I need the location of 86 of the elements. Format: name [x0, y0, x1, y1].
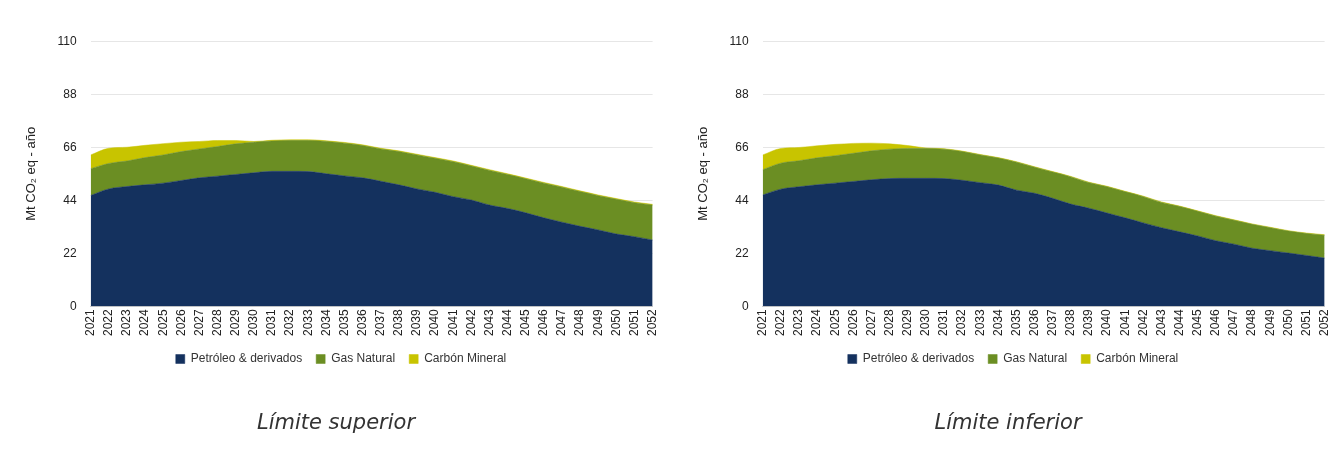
x-tick-label: 2025 [827, 308, 842, 337]
x-tick-label: 2044 [499, 308, 514, 337]
legend-label: Petróleo & derivados [190, 351, 303, 366]
legend-label: Carbón Mineral [424, 351, 507, 366]
text: Límite inferior [933, 410, 1084, 434]
x-tick-label: 2042 [1135, 308, 1150, 337]
x-tick-label: 2051 [626, 308, 641, 337]
x-tick-label: 2045 [518, 308, 533, 337]
x-tick-label: 2026 [845, 308, 860, 337]
x-tick-label: 2036 [1026, 308, 1041, 337]
x-tick-label: 2030 [246, 308, 261, 337]
y-tick-label: 0 [742, 298, 750, 313]
y-axis-title: Mt CO₂ eq - año [23, 126, 39, 221]
x-tick-label: 2041 [1117, 308, 1132, 337]
x-tick-label: 2038 [391, 308, 406, 337]
x-tick-label: 2022 [101, 308, 116, 337]
legend-label: Carbón Mineral [1096, 351, 1179, 366]
y-tick-label: 0 [70, 298, 78, 313]
x-tick-label: 2021 [755, 308, 770, 337]
legend-label: Gas Natural [331, 351, 396, 366]
x-tick-label: 2046 [536, 308, 551, 337]
x-tick-label: 2025 [155, 308, 170, 337]
x-tick-label: 2028 [881, 308, 896, 337]
x-tick-label: 2041 [445, 308, 460, 337]
x-tick-label: 2024 [137, 308, 152, 337]
x-tick-label: 2040 [1099, 308, 1114, 337]
legend-label: Gas Natural [1003, 351, 1068, 366]
x-tick-label: 2037 [373, 308, 388, 337]
x-tick-label: 2032 [954, 308, 969, 337]
x-tick-label: 2034 [990, 308, 1005, 337]
x-tick-label: 2048 [572, 308, 587, 337]
x-tick-label: 2047 [1226, 308, 1241, 337]
y-tick-label: 88 [735, 86, 750, 101]
x-tick-label: 2047 [554, 308, 569, 337]
x-tick-label: 2027 [863, 308, 878, 337]
y-tick-label: 44 [735, 192, 750, 207]
x-tick-label: 2037 [1045, 308, 1060, 337]
x-tick-label: 2035 [1008, 308, 1023, 337]
x-tick-label: 2044 [1171, 308, 1186, 337]
x-tick-label: 2043 [481, 308, 496, 337]
y-tick-label: 22 [735, 245, 750, 260]
x-tick-label: 2052 [1316, 308, 1331, 337]
x-tick-label: 2021 [83, 308, 98, 337]
y-tick-label: 44 [63, 192, 78, 207]
y-tick-label: 110 [57, 33, 78, 48]
text: Límite superior [255, 410, 417, 434]
x-tick-label: 2042 [463, 308, 478, 337]
x-tick-label: 2033 [300, 308, 315, 337]
x-tick-label: 2049 [1262, 308, 1277, 337]
x-tick-label: 2046 [1208, 308, 1223, 337]
x-tick-label: 2023 [119, 308, 134, 337]
x-tick-label: 2033 [972, 308, 987, 337]
x-tick-label: 2028 [209, 308, 224, 337]
x-tick-label: 2030 [918, 308, 933, 337]
x-tick-label: 2032 [282, 308, 297, 337]
x-tick-label: 2027 [191, 308, 206, 337]
x-tick-label: 2038 [1063, 308, 1078, 337]
y-tick-label: 110 [729, 33, 750, 48]
x-tick-label: 2023 [791, 308, 806, 337]
x-tick-label: 2024 [809, 308, 824, 337]
x-tick-label: 2034 [318, 308, 333, 337]
x-tick-label: 2048 [1244, 308, 1259, 337]
y-axis-title: Mt CO₂ eq - año [695, 126, 711, 221]
x-tick-label: 2031 [936, 308, 951, 337]
x-tick-label: 2029 [228, 308, 243, 337]
x-tick-label: 2045 [1190, 308, 1205, 337]
y-tick-label: 66 [735, 139, 750, 154]
legend-label: Petróleo & derivados [862, 351, 975, 366]
x-tick-label: 2036 [354, 308, 369, 337]
y-tick-label: 88 [63, 86, 78, 101]
x-tick-label: 2051 [1298, 308, 1313, 337]
x-tick-label: 2050 [608, 308, 623, 337]
x-tick-label: 2035 [336, 308, 351, 337]
x-tick-label: 2039 [409, 308, 424, 337]
x-tick-label: 2031 [264, 308, 279, 337]
x-tick-label: 2050 [1280, 308, 1295, 337]
x-tick-label: 2049 [590, 308, 605, 337]
y-tick-label: 22 [63, 245, 78, 260]
x-tick-label: 2026 [173, 308, 188, 337]
x-tick-label: 2022 [773, 308, 788, 337]
x-tick-label: 2043 [1153, 308, 1168, 337]
y-tick-label: 66 [63, 139, 78, 154]
x-tick-label: 2052 [644, 308, 659, 337]
x-tick-label: 2039 [1081, 308, 1096, 337]
x-tick-label: 2040 [427, 308, 442, 337]
x-tick-label: 2029 [900, 308, 915, 337]
